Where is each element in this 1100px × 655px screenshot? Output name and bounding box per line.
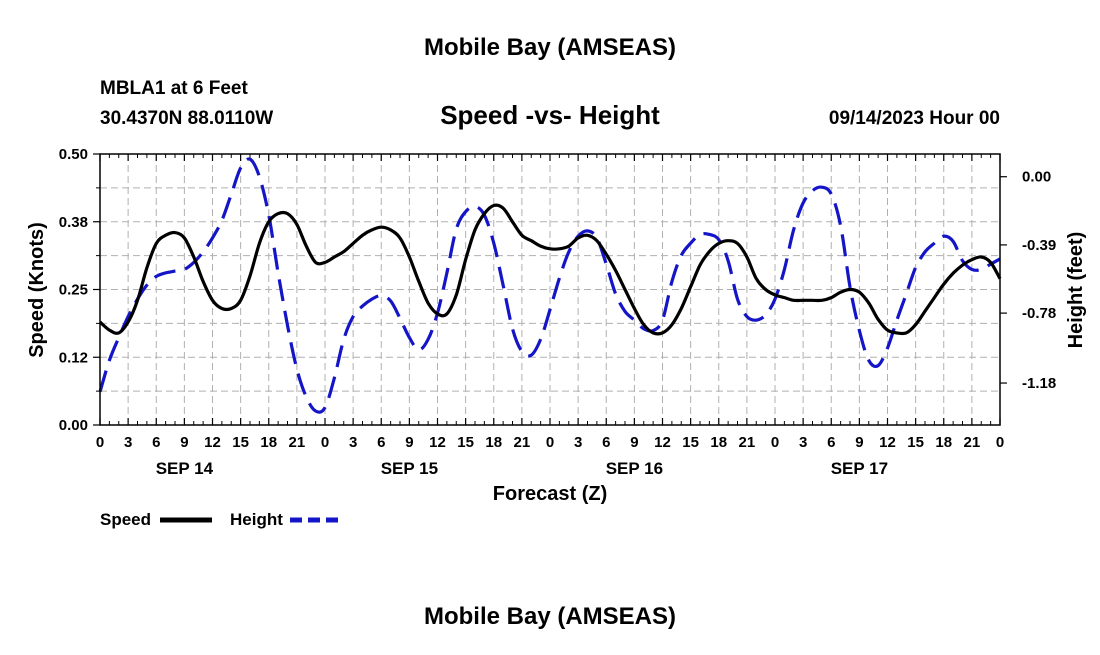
x-tick-label: 0 [771,434,779,451]
legend-height-label: Height [230,510,283,529]
x-tick-label: 18 [710,434,727,451]
x-tick-label: 3 [349,434,357,451]
y-right-tick-label: -0.78 [1022,305,1056,322]
x-tick-label: 18 [260,434,277,451]
series-lines [98,157,1002,414]
x-tick-label: 3 [124,434,132,451]
legend: Speed Height [100,510,342,529]
series-line-height [98,157,1001,414]
legend-speed-label: Speed [100,510,151,529]
x-date-label: SEP 14 [156,459,214,478]
chart-title: Mobile Bay (AMSEAS) [424,34,676,61]
x-date-label: SEP 16 [606,459,663,478]
x-tick-label: 0 [96,434,104,451]
station-label: MBLA1 at 6 Feet [100,78,248,99]
y-left-tick-label: 0.00 [59,417,88,434]
x-tick-label: 0 [321,434,329,451]
x-tick-label: 6 [152,434,160,451]
series-line-speed [98,203,1002,336]
y-axis-left-label: Speed (Knots) [26,222,48,358]
y-right-tick-label: -1.18 [1022,375,1056,392]
x-tick-label: 15 [457,434,474,451]
x-tick-label: 21 [514,434,531,451]
x-tick-label: 18 [485,434,502,451]
chart-subtitle: Speed -vs- Height [440,100,660,130]
y-right-tick-label: -0.39 [1022,237,1056,254]
x-tick-label: 12 [204,434,221,451]
x-tick-label: 15 [682,434,699,451]
station-coordinates: 30.4370N 88.0110W [100,108,273,129]
x-tick-label: 12 [429,434,446,451]
x-date-label: SEP 15 [381,459,438,478]
x-date-label: SEP 17 [831,459,888,478]
x-tick-label: 21 [289,434,306,451]
x-tick-label: 9 [180,434,188,451]
y-left-tick-label: 0.38 [59,214,88,231]
issue-time: 09/14/2023 Hour 00 [829,108,1000,129]
x-tick-label: 6 [602,434,610,451]
axis-ticks: 0 3 6 9 12 15 18 21 0 3 6 9 12 15 18 21 0 3 6 9 12 15 18 21 0 3 6 9… [59,146,1056,478]
x-tick-label: 21 [739,434,756,451]
x-tick-label: 15 [907,434,924,451]
x-tick-label: 15 [232,434,249,451]
x-tick-label: 3 [799,434,807,451]
x-tick-label: 21 [964,434,981,451]
y-left-tick-label: 0.50 [59,146,88,163]
x-tick-label: 9 [405,434,413,451]
x-tick-label: 0 [546,434,554,451]
x-tick-label: 6 [377,434,385,451]
x-axis-label: Forecast (Z) [493,483,607,505]
x-tick-label: 18 [935,434,952,451]
y-axis-right-label: Height (feet) [1065,232,1087,349]
y-left-tick-label: 0.12 [59,349,88,366]
x-tick-label: 12 [879,434,896,451]
y-left-tick-label: 0.25 [59,282,88,299]
x-tick-label: 12 [654,434,671,451]
grid-lines [100,154,1000,425]
x-tick-label: 9 [630,434,638,451]
y-right-tick-label: 0.00 [1022,169,1051,186]
x-tick-label: 3 [574,434,582,451]
x-tick-label: 9 [855,434,863,451]
x-tick-label: 0 [996,434,1004,451]
footer-title: Mobile Bay (AMSEAS) [424,603,676,630]
x-tick-label: 6 [827,434,835,451]
